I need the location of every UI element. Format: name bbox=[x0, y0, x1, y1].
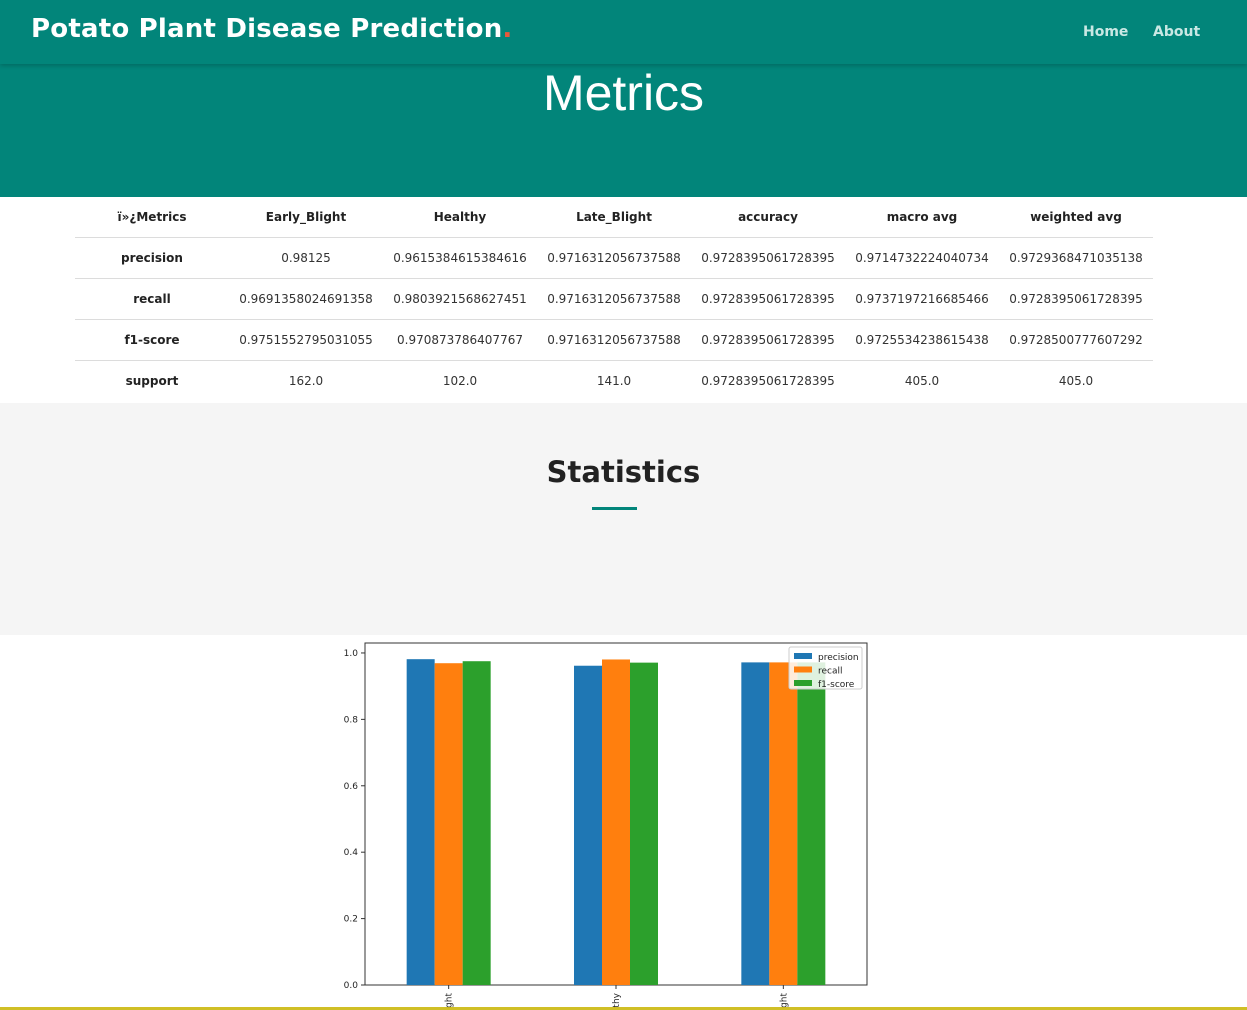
table-cell: 0.9729368471035138 bbox=[999, 237, 1153, 279]
row-label: recall bbox=[75, 278, 229, 320]
bar-recall-Late_Blight bbox=[769, 662, 798, 985]
legend-label-precision: precision bbox=[818, 653, 859, 663]
column-header: macro avg bbox=[845, 197, 999, 238]
y-tick-label: 0.8 bbox=[344, 715, 359, 725]
legend-label-f1-score: f1-score bbox=[818, 680, 855, 690]
column-header: Late_Blight bbox=[537, 197, 691, 238]
page-title: Metrics bbox=[542, 65, 705, 121]
legend-swatch-f1-score bbox=[794, 680, 812, 686]
table-cell: 405.0 bbox=[904, 374, 940, 388]
table-cell: 102.0 bbox=[442, 374, 478, 388]
metrics-table: ï»¿Metrics Early_Blight Healthy Late_Bli… bbox=[75, 197, 1153, 401]
legend-label-recall: recall bbox=[818, 667, 843, 677]
table-cell: 0.9716312056737588 bbox=[537, 237, 691, 279]
table-header-row: ï»¿Metrics Early_Blight Healthy Late_Bli… bbox=[75, 197, 1153, 238]
table-cell: 0.98125 bbox=[229, 237, 383, 279]
table-cell: 0.9803921568627451 bbox=[383, 278, 537, 320]
table-row: support 162.0 102.0 141.0 0.972839506172… bbox=[75, 361, 1153, 402]
table-cell: 0.9728395061728395 bbox=[999, 278, 1153, 320]
x-tick-label: ght bbox=[779, 993, 789, 1008]
legend-swatch-precision bbox=[794, 653, 812, 659]
y-tick-label: 0.2 bbox=[344, 915, 358, 925]
table-row: recall 0.9691358024691358 0.980392156862… bbox=[75, 278, 1153, 320]
column-header: ï»¿Metrics bbox=[75, 197, 229, 238]
brand-title[interactable]: Potato Plant Disease Prediction. bbox=[31, 14, 513, 44]
table-cell: 0.9728500777607292 bbox=[999, 319, 1153, 361]
navbar: Potato Plant Disease Prediction. Home Ab… bbox=[0, 0, 1247, 64]
metrics-bar-chart: 0.0 0.2 0.4 0.6 0.8 1.0 ght thy ght precision reca… bbox=[330, 636, 890, 1010]
column-header: accuracy bbox=[691, 197, 845, 238]
nav-home-link[interactable]: Home bbox=[1083, 24, 1129, 40]
row-label: precision bbox=[75, 237, 229, 279]
table-cell: 0.9691358024691358 bbox=[229, 278, 383, 320]
bar-f1-score-Healthy bbox=[630, 662, 658, 985]
bar-precision-Late_Blight bbox=[741, 662, 770, 985]
y-tick-label: 0.6 bbox=[344, 782, 359, 792]
brand-text: Potato Plant Disease Prediction bbox=[31, 14, 503, 44]
column-header: Early_Blight bbox=[229, 197, 383, 238]
table-cell: 162.0 bbox=[288, 374, 324, 388]
bar-f1-score-Late_Blight bbox=[797, 662, 826, 985]
y-tick-label: 0.0 bbox=[344, 981, 359, 991]
table-cell: 0.9728395061728395 bbox=[701, 374, 835, 388]
x-tick-label: thy bbox=[612, 992, 622, 1007]
table-cell: 0.9714732224040734 bbox=[845, 237, 999, 279]
table-cell: 0.9728395061728395 bbox=[691, 319, 845, 361]
legend-swatch-recall bbox=[794, 666, 812, 673]
bar-f1-score-Early_Blight bbox=[462, 661, 491, 985]
y-tick-label: 1.0 bbox=[344, 649, 359, 659]
statistics-title: Statistics bbox=[546, 455, 701, 489]
brand-dot: . bbox=[502, 14, 513, 44]
table-cell: 0.9716312056737588 bbox=[537, 278, 691, 320]
table-cell: 0.9716312056737588 bbox=[537, 319, 691, 361]
bar-recall-Healthy bbox=[602, 659, 630, 985]
bottom-border bbox=[0, 1007, 1247, 1010]
statistics-section: Statistics bbox=[0, 403, 1247, 635]
table-cell: 0.9728395061728395 bbox=[691, 278, 845, 320]
column-header: Healthy bbox=[383, 197, 537, 238]
table-cell: 405.0 bbox=[1058, 374, 1094, 388]
y-tick-label: 0.4 bbox=[344, 848, 359, 858]
bar-precision-Healthy bbox=[574, 665, 602, 985]
table-cell: 0.9737197216685466 bbox=[845, 278, 999, 320]
table-cell: 0.970873786407767 bbox=[383, 319, 537, 361]
table-row: f1-score 0.9751552795031055 0.9708737864… bbox=[75, 319, 1153, 361]
row-label: support bbox=[125, 374, 179, 388]
title-underline bbox=[592, 507, 637, 510]
x-tick-label: ght bbox=[445, 993, 455, 1008]
table-cell: 0.9728395061728395 bbox=[691, 237, 845, 279]
table-cell: 0.9725534238615438 bbox=[845, 319, 999, 361]
column-header: weighted avg bbox=[999, 197, 1153, 238]
table-row: precision 0.98125 0.9615384615384616 0.9… bbox=[75, 237, 1153, 279]
bar-recall-Early_Blight bbox=[434, 663, 463, 985]
table-cell: 141.0 bbox=[596, 374, 632, 388]
row-label: f1-score bbox=[75, 319, 229, 361]
bar-precision-Early_Blight bbox=[406, 659, 435, 985]
table-cell: 0.9615384615384616 bbox=[383, 237, 537, 279]
nav-about-link[interactable]: About bbox=[1153, 24, 1201, 40]
table-cell: 0.9751552795031055 bbox=[229, 319, 383, 361]
